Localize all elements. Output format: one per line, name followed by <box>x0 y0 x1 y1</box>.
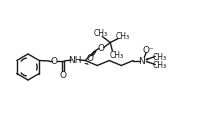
Text: O: O <box>60 71 67 80</box>
Text: N⁺: N⁺ <box>139 56 150 65</box>
Text: CH₃: CH₃ <box>109 51 123 59</box>
Text: O: O <box>98 44 105 53</box>
Text: O: O <box>87 54 94 63</box>
Text: O⁻: O⁻ <box>142 46 154 54</box>
Text: CH₃: CH₃ <box>152 53 166 61</box>
Text: NH: NH <box>68 56 82 65</box>
Text: CH₃: CH₃ <box>152 60 166 69</box>
Text: CH₃: CH₃ <box>115 32 129 41</box>
Text: O: O <box>51 57 58 66</box>
Text: CH₃: CH₃ <box>93 29 107 38</box>
